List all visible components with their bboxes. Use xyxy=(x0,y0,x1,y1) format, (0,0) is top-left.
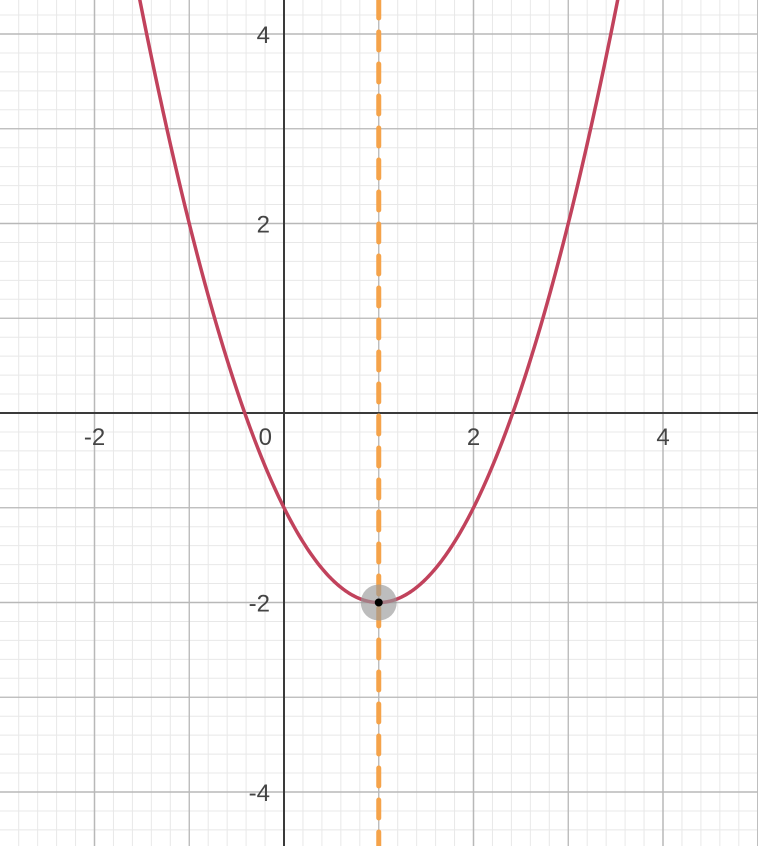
y-tick-label: -4 xyxy=(249,780,270,807)
y-tick-label: 2 xyxy=(257,212,270,239)
chart-svg: -2 0 2 4 -4 -2 2 4 xyxy=(0,0,758,846)
x-tick-label: -2 xyxy=(84,424,105,451)
x-tick-label: 4 xyxy=(656,424,669,451)
y-tick-label: 4 xyxy=(257,22,270,49)
vertex-dot xyxy=(375,599,383,607)
y-tick-label: -2 xyxy=(249,591,270,618)
coordinate-chart: -2 0 2 4 -4 -2 2 4 xyxy=(0,0,758,846)
vertex-marker-group xyxy=(361,585,397,621)
x-tick-label: 2 xyxy=(467,424,480,451)
x-tick-label: 0 xyxy=(259,424,272,451)
